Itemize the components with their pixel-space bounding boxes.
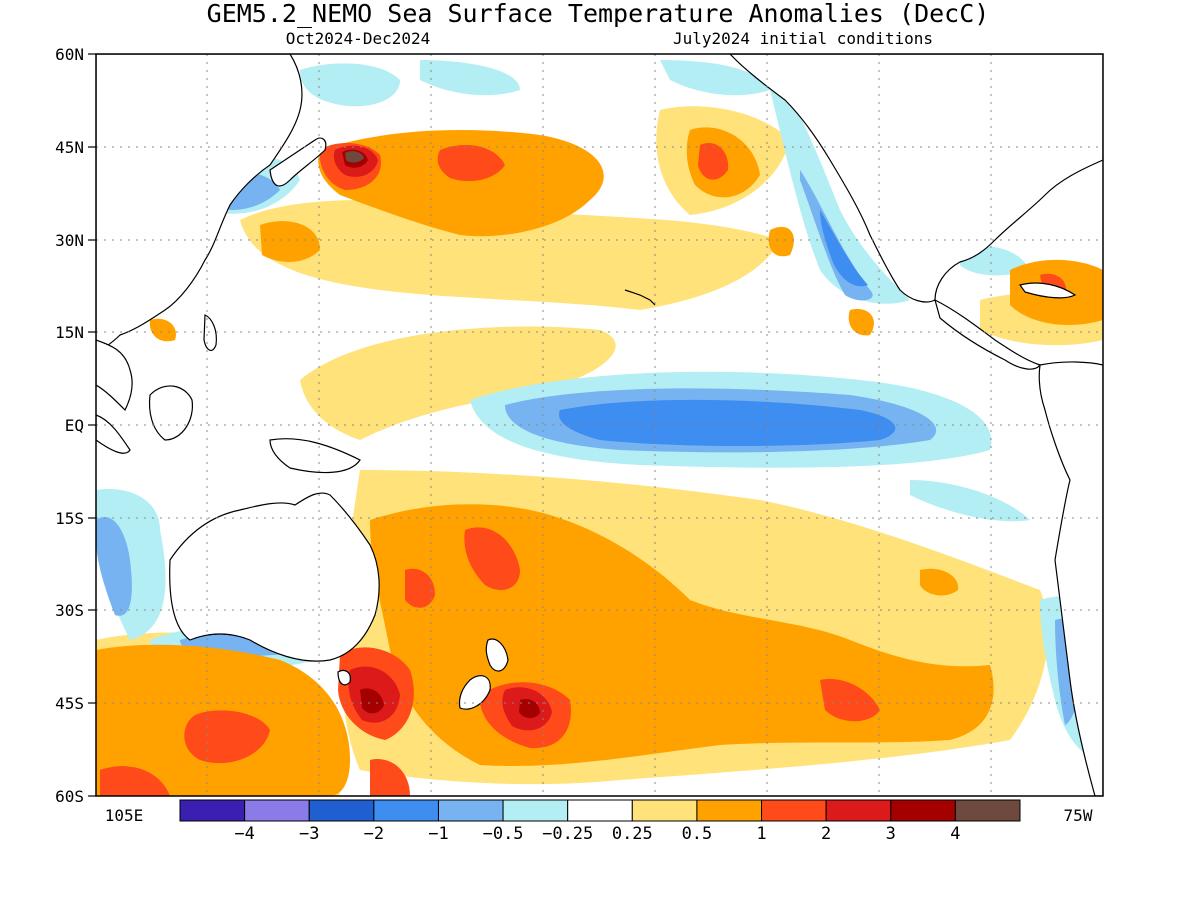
colorbar-tick-label: 0.25 <box>612 824 653 844</box>
colorbar-tick-label: 0.5 <box>682 824 713 844</box>
subtitle-initial-conditions: July2024 initial conditions <box>673 29 933 48</box>
lon-label-left: 105E <box>105 806 144 825</box>
lon-label-right: 75W <box>1064 806 1093 825</box>
land-japan <box>269 137 327 187</box>
map-title: GEM5.2_NEMO Sea Surface Temperature Anom… <box>207 0 990 28</box>
lat-label-15n: 15N <box>55 323 84 342</box>
lat-label-60n: 60N <box>55 45 84 64</box>
colorbar-swatch <box>308 799 375 822</box>
lat-label-45s: 45S <box>55 694 84 713</box>
lat-label-30n: 30N <box>55 231 84 250</box>
latitude-axis: 60N 45N 30N 15N EQ 15S 30S 45S 60S <box>55 45 96 806</box>
colorbar-swatch <box>954 799 1021 822</box>
colorbar-swatch <box>502 799 569 822</box>
land-australia <box>169 492 380 662</box>
colorbar-tick-label: 4 <box>950 824 960 844</box>
land-new-zealand-south <box>458 675 491 710</box>
land-tasmania <box>337 669 351 686</box>
colorbar-tick-label: 3 <box>886 824 896 844</box>
colorbar-tick-label: −1 <box>428 824 448 844</box>
land-new-guinea <box>269 438 361 474</box>
land-asia <box>96 54 303 356</box>
land-indochina <box>96 339 133 412</box>
colorbar-swatch <box>567 799 633 822</box>
colorbar-swatch <box>761 799 827 822</box>
land-south-america <box>1038 361 1103 796</box>
map-plot-area <box>96 54 1103 796</box>
land-cuba <box>1018 282 1077 299</box>
anomaly-field-strong-negative <box>559 210 896 446</box>
lat-label-eq: EQ <box>65 416 84 435</box>
anomaly-field-max-positive <box>345 151 364 163</box>
colorbar-swatch <box>631 799 698 822</box>
colorbar-tick-label: −3 <box>299 824 319 844</box>
colorbar-tick-label: −0.5 <box>483 824 524 844</box>
lat-label-60s: 60S <box>55 787 84 806</box>
colorbar-tick-label: −0.25 <box>542 824 593 844</box>
colorbar-swatch <box>244 799 310 822</box>
land-hawaii <box>624 289 656 306</box>
land-north-america <box>729 54 1103 303</box>
colorbar-swatch <box>437 799 504 822</box>
colorbar-tick-label: 1 <box>756 824 766 844</box>
colorbar-legend: −4 −3 −2 −1 −0.5 −0.25 0.25 0.5 1 2 3 4 <box>179 799 1021 844</box>
lat-label-15s: 15S <box>55 509 84 528</box>
colorbar-swatch <box>825 799 892 822</box>
land-borneo <box>148 385 193 441</box>
land-masses <box>96 54 1103 796</box>
land-philippines <box>203 314 217 352</box>
lat-label-45n: 45N <box>55 138 84 157</box>
subtitle-period: Oct2024-Dec2024 <box>286 29 431 48</box>
colorbar-tick-label: −2 <box>364 824 384 844</box>
land-new-zealand-north <box>485 638 509 672</box>
colorbar-tick-label: 2 <box>821 824 831 844</box>
colorbar-swatch <box>179 799 246 822</box>
colorbar-tick-label: −4 <box>234 824 254 844</box>
colorbar-swatch <box>890 799 956 822</box>
colorbar-swatch <box>696 799 763 822</box>
lat-label-30s: 30S <box>55 601 84 620</box>
colorbar-swatch <box>373 799 439 822</box>
